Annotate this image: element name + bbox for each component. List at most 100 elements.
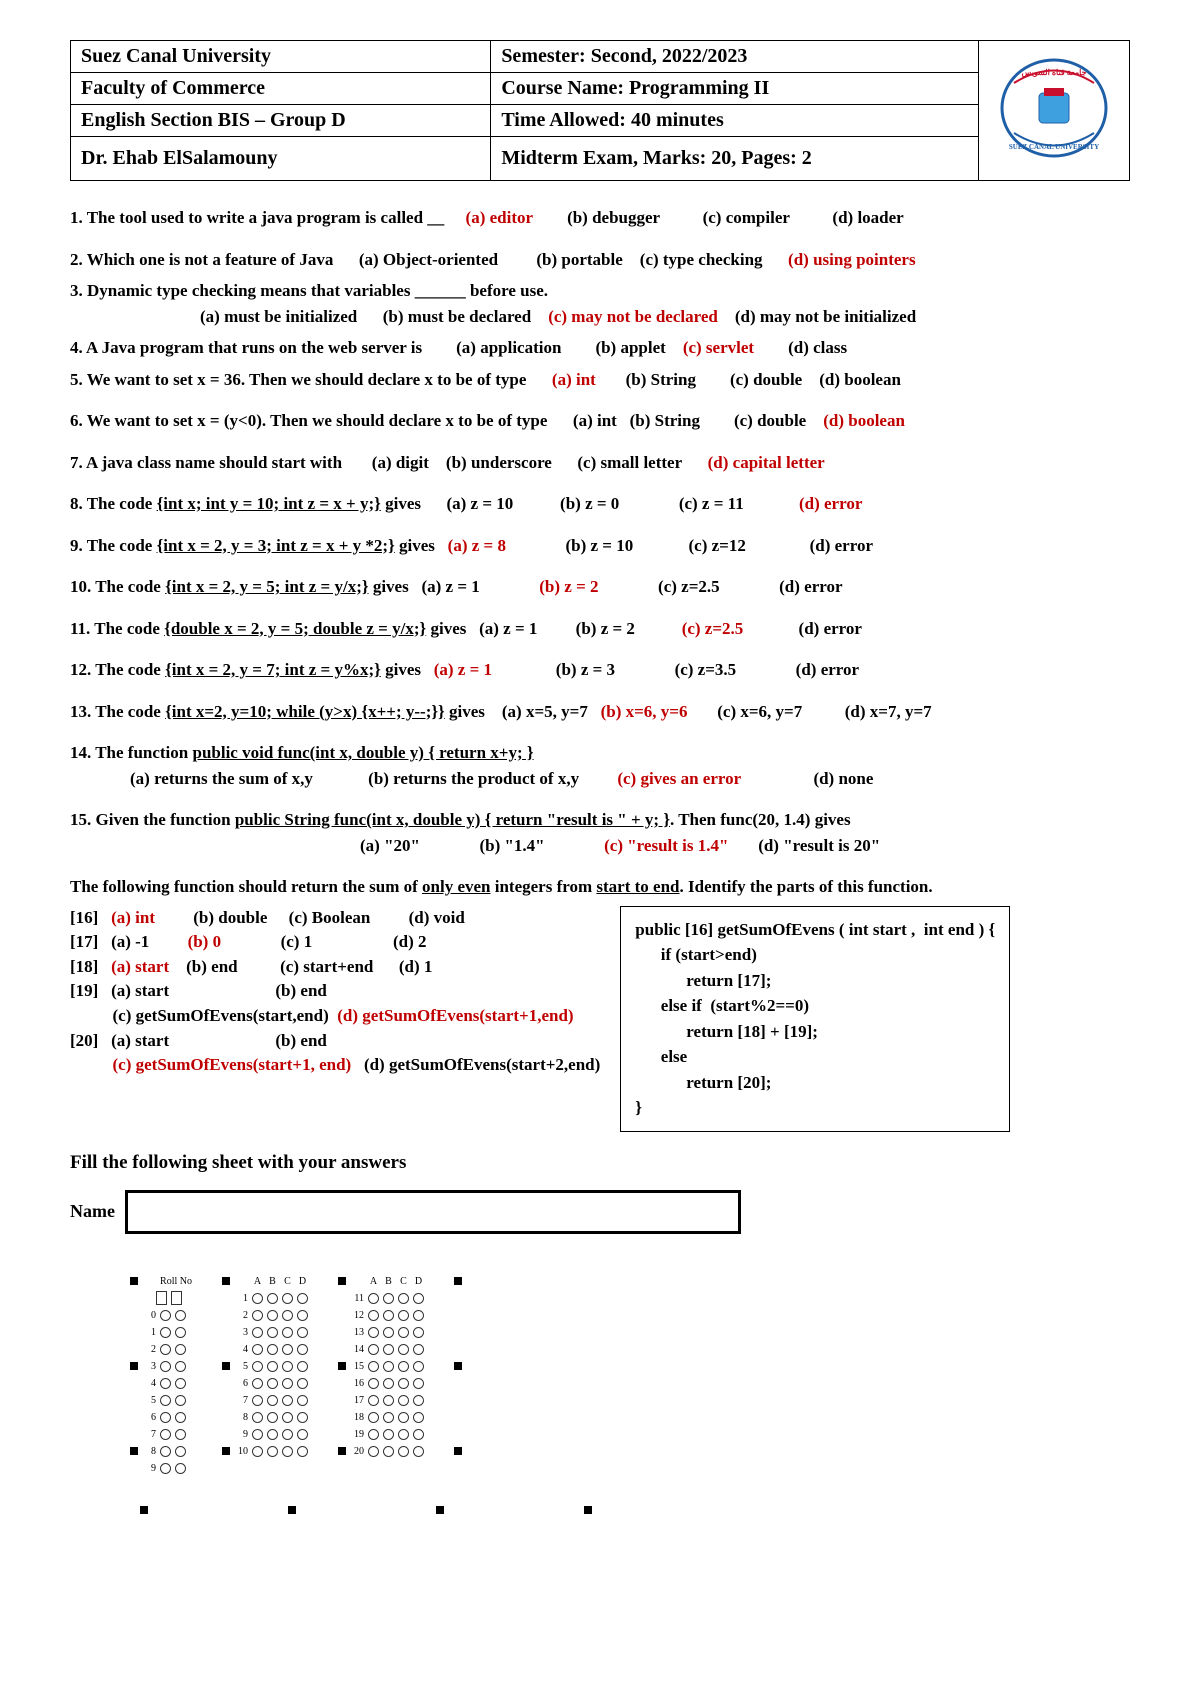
bubble[interactable] — [282, 1310, 293, 1321]
bubble[interactable] — [160, 1378, 171, 1389]
bubble[interactable] — [398, 1378, 409, 1389]
bubble[interactable] — [267, 1378, 278, 1389]
bubble[interactable] — [398, 1395, 409, 1406]
bubble[interactable] — [368, 1378, 379, 1389]
bubble[interactable] — [282, 1395, 293, 1406]
bubble[interactable] — [368, 1361, 379, 1372]
bubble[interactable] — [252, 1344, 263, 1355]
bubble[interactable] — [413, 1344, 424, 1355]
bubble[interactable] — [413, 1395, 424, 1406]
bubble[interactable] — [175, 1463, 186, 1474]
bubble[interactable] — [368, 1446, 379, 1457]
bubble[interactable] — [383, 1378, 394, 1389]
bubble[interactable] — [252, 1361, 263, 1372]
bubble[interactable] — [252, 1327, 263, 1338]
bubble[interactable] — [383, 1395, 394, 1406]
roll-digit-box[interactable] — [171, 1291, 182, 1305]
bubble[interactable] — [297, 1395, 308, 1406]
bubble[interactable] — [368, 1344, 379, 1355]
bubble[interactable] — [398, 1429, 409, 1440]
bubble[interactable] — [383, 1361, 394, 1372]
bubble[interactable] — [383, 1293, 394, 1304]
name-input-box[interactable] — [125, 1190, 741, 1234]
bubble[interactable] — [282, 1344, 293, 1355]
bubble[interactable] — [175, 1446, 186, 1457]
bubble[interactable] — [297, 1446, 308, 1457]
bubble[interactable] — [160, 1327, 171, 1338]
bubble[interactable] — [383, 1429, 394, 1440]
bubble[interactable] — [368, 1293, 379, 1304]
bubble[interactable] — [267, 1344, 278, 1355]
bubble[interactable] — [297, 1378, 308, 1389]
bubble[interactable] — [252, 1378, 263, 1389]
bubble[interactable] — [160, 1412, 171, 1423]
bubble[interactable] — [252, 1310, 263, 1321]
bubble[interactable] — [252, 1412, 263, 1423]
bubble[interactable] — [383, 1344, 394, 1355]
bubble[interactable] — [413, 1446, 424, 1457]
bubble[interactable] — [282, 1429, 293, 1440]
bubble[interactable] — [398, 1327, 409, 1338]
bubble[interactable] — [252, 1293, 263, 1304]
bubble[interactable] — [252, 1429, 263, 1440]
bubble[interactable] — [398, 1361, 409, 1372]
bubble[interactable] — [297, 1327, 308, 1338]
bubble[interactable] — [297, 1361, 308, 1372]
bubble[interactable] — [383, 1412, 394, 1423]
bubble[interactable] — [368, 1412, 379, 1423]
bubble[interactable] — [413, 1412, 424, 1423]
bubble[interactable] — [282, 1327, 293, 1338]
bubble[interactable] — [175, 1344, 186, 1355]
bubble[interactable] — [297, 1344, 308, 1355]
bubble[interactable] — [175, 1378, 186, 1389]
bubble[interactable] — [175, 1412, 186, 1423]
bubble[interactable] — [297, 1429, 308, 1440]
bubble[interactable] — [398, 1412, 409, 1423]
bubble[interactable] — [368, 1310, 379, 1321]
bubble[interactable] — [413, 1361, 424, 1372]
bubble[interactable] — [252, 1395, 263, 1406]
bubble[interactable] — [413, 1293, 424, 1304]
bubble[interactable] — [297, 1293, 308, 1304]
bubble[interactable] — [175, 1429, 186, 1440]
bubble[interactable] — [368, 1395, 379, 1406]
bubble[interactable] — [413, 1327, 424, 1338]
bubble[interactable] — [398, 1344, 409, 1355]
bubble[interactable] — [368, 1429, 379, 1440]
bubble[interactable] — [160, 1361, 171, 1372]
bubble[interactable] — [398, 1293, 409, 1304]
bubble[interactable] — [160, 1446, 171, 1457]
bubble[interactable] — [175, 1310, 186, 1321]
bubble[interactable] — [267, 1429, 278, 1440]
bubble[interactable] — [413, 1378, 424, 1389]
roll-digit-box[interactable] — [156, 1291, 167, 1305]
bubble[interactable] — [297, 1310, 308, 1321]
bubble[interactable] — [383, 1310, 394, 1321]
bubble[interactable] — [267, 1395, 278, 1406]
bubble[interactable] — [383, 1327, 394, 1338]
bubble[interactable] — [383, 1446, 394, 1457]
bubble[interactable] — [282, 1361, 293, 1372]
bubble[interactable] — [398, 1446, 409, 1457]
bubble[interactable] — [160, 1463, 171, 1474]
bubble[interactable] — [368, 1327, 379, 1338]
bubble[interactable] — [267, 1412, 278, 1423]
bubble[interactable] — [267, 1310, 278, 1321]
bubble[interactable] — [175, 1327, 186, 1338]
bubble[interactable] — [413, 1429, 424, 1440]
bubble[interactable] — [282, 1446, 293, 1457]
bubble[interactable] — [267, 1327, 278, 1338]
bubble[interactable] — [175, 1395, 186, 1406]
bubble[interactable] — [413, 1310, 424, 1321]
bubble[interactable] — [160, 1429, 171, 1440]
bubble[interactable] — [267, 1361, 278, 1372]
bubble[interactable] — [282, 1378, 293, 1389]
bubble[interactable] — [267, 1446, 278, 1457]
bubble[interactable] — [160, 1344, 171, 1355]
bubble[interactable] — [160, 1395, 171, 1406]
bubble[interactable] — [398, 1310, 409, 1321]
bubble[interactable] — [267, 1293, 278, 1304]
bubble[interactable] — [297, 1412, 308, 1423]
bubble[interactable] — [282, 1293, 293, 1304]
bubble[interactable] — [160, 1310, 171, 1321]
